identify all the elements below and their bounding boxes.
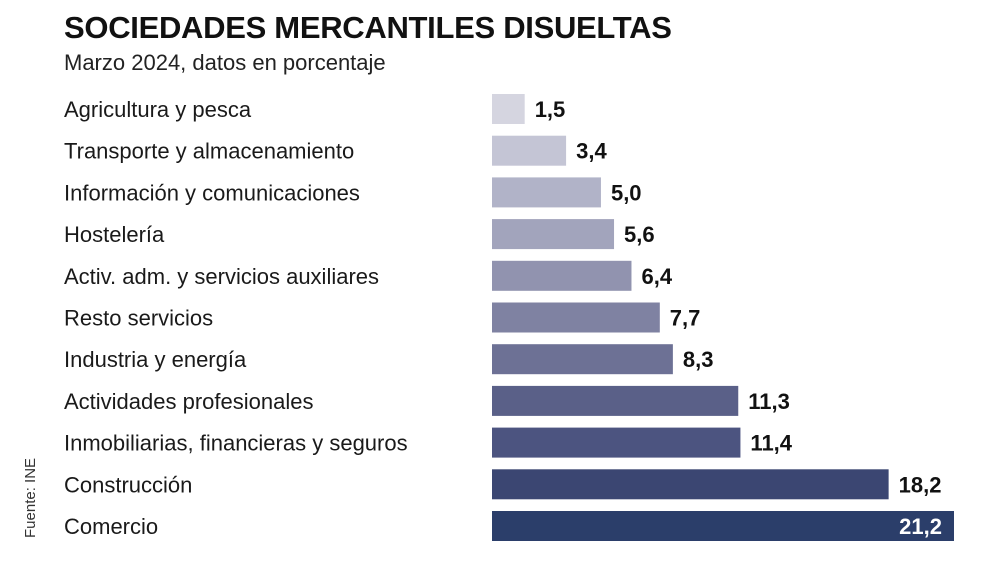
bar xyxy=(492,344,673,375)
category-label: Construcción xyxy=(64,472,192,497)
category-label: Transporte y almacenamiento xyxy=(64,139,354,164)
value-label: 3,4 xyxy=(576,139,607,164)
category-label: Actividades profesionales xyxy=(64,389,313,414)
category-label: Comercio xyxy=(64,514,158,539)
value-label: 5,6 xyxy=(624,222,655,247)
value-label: 21,2 xyxy=(899,514,942,539)
category-label: Agricultura y pesca xyxy=(64,97,252,122)
bar xyxy=(492,511,954,541)
value-label: 18,2 xyxy=(899,472,942,497)
value-label: 1,5 xyxy=(535,97,566,122)
category-label: Activ. adm. y servicios auxiliares xyxy=(64,264,379,289)
bar xyxy=(492,427,741,458)
category-label: Resto servicios xyxy=(64,306,213,331)
value-label: 11,4 xyxy=(750,431,792,456)
bar xyxy=(492,385,739,416)
bar xyxy=(492,260,632,291)
bar xyxy=(492,177,601,208)
value-label: 11,3 xyxy=(748,389,790,414)
chart-subtitle: Marzo 2024, datos en porcentaje xyxy=(64,50,386,75)
category-label: Hostelería xyxy=(64,222,165,247)
bar xyxy=(492,469,889,500)
value-label: 5,0 xyxy=(611,180,642,205)
chart-title: SOCIEDADES MERCANTILES DISUELTAS xyxy=(64,10,672,45)
value-label: 6,4 xyxy=(641,264,672,289)
bar xyxy=(492,94,525,124)
bar xyxy=(492,302,660,333)
value-label: 7,7 xyxy=(670,306,701,331)
bar xyxy=(492,219,615,250)
value-label: 8,3 xyxy=(683,347,714,372)
category-label: Información y comunicaciones xyxy=(64,180,360,205)
category-label: Industria y energía xyxy=(64,347,247,372)
bar xyxy=(492,135,567,166)
category-label: Inmobiliarias, financieras y seguros xyxy=(64,431,408,456)
